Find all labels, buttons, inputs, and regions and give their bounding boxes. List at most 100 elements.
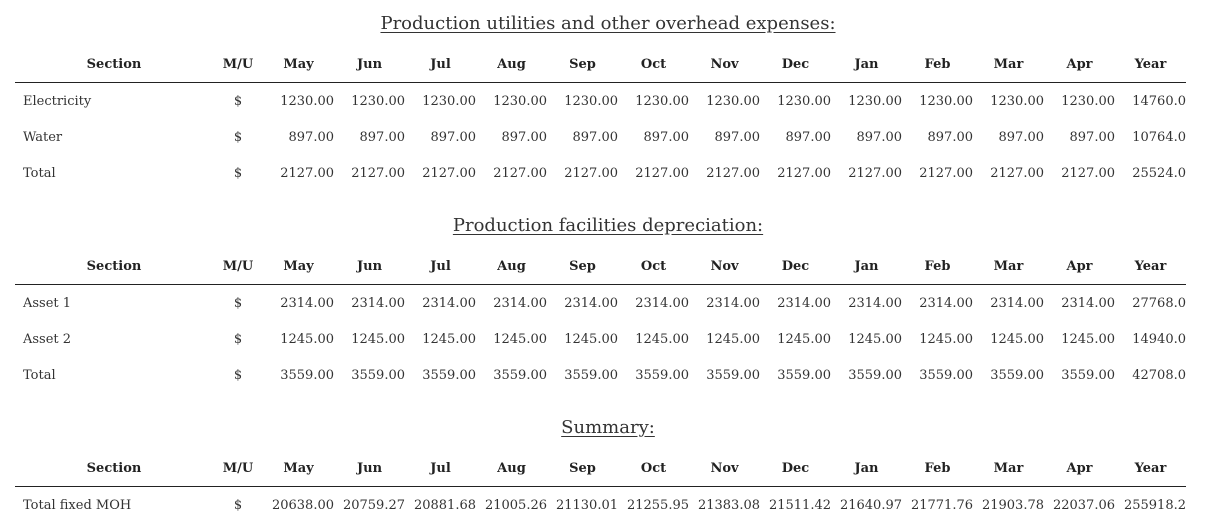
value-cell: 1230.00 [564, 93, 618, 109]
value-cell: 3559.00 [635, 367, 689, 383]
value-cell: 1245.00 [848, 331, 902, 347]
unit-cell: $ [233, 497, 243, 513]
value-cell: 3559.00 [1061, 367, 1115, 383]
column-header: Sep [547, 248, 618, 285]
value-cell: 2314.00 [351, 295, 405, 311]
value-cell: 2127.00 [635, 165, 689, 181]
value-cell: 2127.00 [280, 165, 334, 181]
column-header: Section [15, 450, 213, 487]
row-label: Total [23, 165, 56, 181]
unit-cell: $ [233, 93, 243, 109]
value-cell: 21130.01 [555, 497, 618, 513]
value-cell: 1245.00 [706, 331, 760, 347]
value-cell: 1230.00 [1061, 93, 1115, 109]
value-cell: 1245.00 [635, 331, 689, 347]
column-header: Aug [476, 450, 547, 487]
value-cell: 255918.2 [1123, 497, 1186, 513]
column-header: Nov [689, 450, 760, 487]
column-header: M/U [213, 450, 263, 487]
value-cell: 2314.00 [564, 295, 618, 311]
value-cell: 21255.95 [626, 497, 689, 513]
data-table: Section M/U May Jun Jul Aug Sep Oct Nov Dec Jan Feb… [15, 46, 1186, 191]
column-header: Feb [902, 248, 973, 285]
value-cell: 3559.00 [280, 367, 334, 383]
value-cell: 897.00 [714, 129, 761, 145]
value-cell: 2127.00 [493, 165, 547, 181]
table-row: Total $3559.00 3559.00 3559.00 3559.00 3559.0… [15, 357, 1186, 393]
column-header: Section [15, 248, 213, 285]
column-header: Jul [405, 46, 476, 83]
value-cell: 2127.00 [777, 165, 831, 181]
value-cell: 2314.00 [493, 295, 547, 311]
value-cell: 1230.00 [493, 93, 547, 109]
column-header: Nov [689, 46, 760, 83]
value-cell: 2314.00 [990, 295, 1044, 311]
value-cell: 1245.00 [1061, 331, 1115, 347]
value-cell: 20638.00 [271, 497, 334, 513]
value-cell: 2314.00 [919, 295, 973, 311]
column-header: M/U [213, 248, 263, 285]
row-label: Electricity [23, 93, 92, 109]
column-header: May [263, 248, 334, 285]
unit-cell: $ [233, 367, 243, 383]
header-row: Section M/U May Jun Jul Aug Sep Oct Nov Dec Jan Feb… [15, 46, 1186, 83]
value-cell: 3559.00 [919, 367, 973, 383]
column-header: Section [15, 46, 213, 83]
value-cell: 21771.76 [910, 497, 973, 513]
column-header: Mar [973, 450, 1044, 487]
value-cell: 2314.00 [777, 295, 831, 311]
value-cell: 2127.00 [564, 165, 618, 181]
value-cell: 1245.00 [990, 331, 1044, 347]
column-header: Apr [1044, 46, 1115, 83]
table-row: Asset 2 $1245.00 1245.00 1245.00 1245.00 1245… [15, 321, 1186, 357]
value-cell: 2314.00 [848, 295, 902, 311]
column-header: Sep [547, 450, 618, 487]
column-header: Nov [689, 248, 760, 285]
column-header: Dec [760, 450, 831, 487]
header-row: Section M/U May Jun Jul Aug Sep Oct Nov Dec Jan Feb… [15, 450, 1186, 487]
column-header: Oct [618, 46, 689, 83]
value-cell: 20881.68 [413, 497, 476, 513]
column-header: Sep [547, 46, 618, 83]
value-cell: 1230.00 [848, 93, 902, 109]
value-cell: 897.00 [430, 129, 477, 145]
column-header: Jan [831, 46, 902, 83]
column-header: Jun [334, 46, 405, 83]
unit-cell: $ [233, 129, 243, 145]
value-cell: 1245.00 [564, 331, 618, 347]
value-cell: 2314.00 [280, 295, 334, 311]
column-header: Apr [1044, 450, 1115, 487]
column-header: May [263, 46, 334, 83]
value-cell: 897.00 [643, 129, 690, 145]
value-cell: 1245.00 [351, 331, 405, 347]
unit-cell: $ [233, 165, 243, 181]
value-cell: 3559.00 [493, 367, 547, 383]
column-header: Jan [831, 450, 902, 487]
column-header: Aug [476, 248, 547, 285]
value-cell: 1230.00 [706, 93, 760, 109]
value-cell: 1245.00 [777, 331, 831, 347]
value-cell: 14760.0 [1132, 93, 1186, 109]
value-cell: 3559.00 [422, 367, 476, 383]
row-label: Total [23, 367, 56, 383]
row-label: Asset 2 [23, 331, 72, 347]
section-title: Production utilities and other overhead … [380, 13, 836, 34]
value-cell: 2314.00 [706, 295, 760, 311]
value-cell: 2314.00 [422, 295, 476, 311]
column-header: Jul [405, 248, 476, 285]
value-cell: 1245.00 [919, 331, 973, 347]
value-cell: 1230.00 [280, 93, 334, 109]
value-cell: 2314.00 [635, 295, 689, 311]
value-cell: 897.00 [501, 129, 548, 145]
unit-cell: $ [233, 295, 243, 311]
column-header: Jul [405, 450, 476, 487]
value-cell: 42708.0 [1132, 367, 1186, 383]
value-cell: 3559.00 [990, 367, 1044, 383]
column-header: Feb [902, 46, 973, 83]
value-cell: 897.00 [856, 129, 903, 145]
data-table: Section M/U May Jun Jul Aug Sep Oct Nov Dec Jan Feb… [15, 450, 1186, 523]
value-cell: 1245.00 [493, 331, 547, 347]
column-header: Aug [476, 46, 547, 83]
value-cell: 2314.00 [1061, 295, 1115, 311]
value-cell: 1230.00 [990, 93, 1044, 109]
